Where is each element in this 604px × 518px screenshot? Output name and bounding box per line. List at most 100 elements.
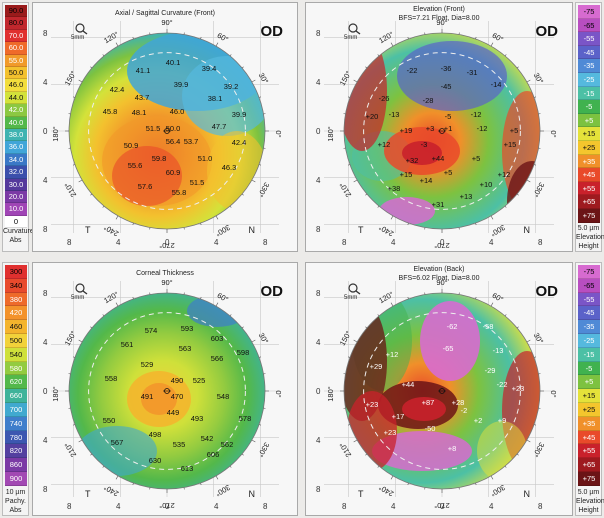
map-value-label: 39.4: [202, 64, 217, 73]
legend-unit-label: Pachy.: [5, 498, 26, 505]
map-value-label: 470: [171, 392, 184, 401]
map-value-label: 48.1: [132, 108, 147, 117]
legend-swatch: +55: [578, 444, 600, 459]
map-value-label: +23: [384, 428, 397, 437]
angle-label: 270°: [434, 501, 450, 510]
map-value-label: -62: [447, 322, 458, 331]
angle-label: 210°: [338, 181, 354, 199]
legend-swatch: -25: [578, 73, 600, 87]
legend-unit-label: 5.0 µm: [577, 225, 600, 232]
angle-label: 120°: [102, 30, 120, 46]
scale-label: 5mm: [71, 35, 85, 41]
legend-swatch: -45: [578, 306, 600, 321]
axial-curvature-map[interactable]: 8 8 4 4 0 0 4 4 8 8 90° 60° 30° 0° 330° 300° 270° 240° 210…: [32, 2, 298, 252]
legend-swatch: 460: [5, 320, 27, 334]
map-value-label: 493: [191, 414, 204, 423]
map-value-label: 613: [181, 464, 194, 473]
elevation-back-map[interactable]: 8 8 4 4 0 0 4 4 8 8 90° 60° 30° 0° 330° 300° 270° 240° 210…: [305, 262, 573, 516]
map-value-label: 529: [141, 360, 154, 369]
map-value-label: -14: [491, 80, 502, 89]
color-zone: [372, 431, 472, 471]
y-tick-label: 4: [43, 436, 48, 445]
map-value-label: 578: [239, 414, 252, 423]
legend-swatch: 500: [5, 334, 27, 348]
angle-label: 330°: [531, 441, 547, 459]
map-value-label: +1: [444, 124, 453, 133]
map-value-label: 43.7: [135, 93, 150, 102]
y-tick-label: 4: [43, 338, 48, 347]
map-value-label: 567: [111, 438, 124, 447]
legend-swatch: 40.0: [5, 116, 27, 129]
map-value-label: +5: [510, 126, 519, 135]
map-value-label: 47.7: [212, 122, 227, 131]
legend-swatch: +35: [578, 416, 600, 431]
angle-label: 210°: [63, 441, 79, 459]
x-tick-label: 0: [440, 238, 445, 247]
map-value-label: +15: [504, 140, 517, 149]
zoom-icon[interactable]: [73, 23, 91, 43]
zoom-icon[interactable]: [346, 283, 364, 303]
angle-label: 60°: [491, 291, 505, 304]
angle-label: 270°: [159, 241, 175, 250]
legend-swatch: -45: [578, 45, 600, 60]
color-zone: [397, 41, 507, 111]
angle-label: 60°: [216, 291, 230, 304]
zoom-icon[interactable]: [346, 23, 364, 43]
legend-swatch: +5: [578, 375, 600, 390]
map-value-label: +10: [480, 180, 493, 189]
angle-label: 30°: [257, 331, 270, 345]
zoom-icon[interactable]: [73, 283, 91, 303]
map-value-label: 51.5: [190, 178, 205, 187]
color-zone: [402, 397, 446, 421]
eye-label: OD: [535, 23, 559, 40]
angle-label: 180°: [51, 386, 60, 402]
y-tick-label: 8: [316, 225, 321, 234]
nasal-label: N: [523, 489, 531, 499]
y-tick-label: 0: [43, 127, 48, 136]
map-value-label: 59.8: [152, 154, 167, 163]
y-tick-label: 0: [316, 387, 321, 396]
legend-unit-label: Curvature: [3, 228, 34, 235]
angle-label: 120°: [377, 30, 395, 46]
map-value-label: 46.0: [170, 107, 185, 116]
map-value-label: -29: [485, 366, 496, 375]
map-value-label: 50.9: [124, 141, 139, 150]
map-value-label: +44: [432, 154, 445, 163]
x-tick-label: 4: [116, 238, 121, 247]
legend-swatch: +25: [578, 141, 600, 155]
angle-label: 90°: [436, 18, 447, 27]
map-value-label: +32: [406, 156, 419, 165]
scale-label: 5mm: [71, 295, 85, 301]
corneal-thickness-map[interactable]: 8 8 4 4 0 0 4 4 8 8 90° 60° 30° 0° 330° 300° 270° 240° 210…: [32, 262, 298, 516]
y-tick-label: 8: [43, 225, 48, 234]
legend-swatch: +35: [578, 154, 600, 169]
legend-swatch: 620: [5, 375, 27, 390]
legend-swatch: 700: [5, 403, 27, 417]
map-value-label: -26: [379, 94, 390, 103]
legend-swatch: -5: [578, 361, 600, 376]
map-value-label: +13: [460, 192, 473, 201]
map-value-label: 603: [211, 334, 224, 343]
legend-swatch: 42.0: [5, 104, 27, 117]
legend-unit-label: Abs: [9, 507, 22, 514]
legend-unit-label: Height: [578, 243, 599, 250]
x-tick-label: 4: [214, 502, 219, 511]
panel-title: Elevation (Back): [413, 266, 465, 273]
x-tick-label: 4: [214, 238, 219, 247]
map-value-label: +87: [422, 398, 435, 407]
legend-swatch: 300: [5, 265, 27, 279]
legend-swatch: +65: [578, 458, 600, 472]
x-tick-label: 0: [440, 502, 445, 511]
elevation-front-map[interactable]: 8 8 4 4 0 0 4 4 8 8 90° 60° 30° 0° 330° 300° 270° 240° 210…: [305, 2, 573, 252]
map-value-label: +28: [452, 398, 465, 407]
angle-label: 30°: [532, 331, 545, 345]
map-value-label: 42.4: [232, 138, 247, 147]
map-value-label: 550: [103, 416, 116, 425]
legend-swatch: 580: [5, 361, 27, 376]
legend-swatch: -75: [578, 5, 600, 19]
elevation-back-color-scale: -75 -65 -55 -45 -35 -25 -15 -5 +5 +15 +25 +35 +45 +55…: [575, 262, 604, 516]
map-value-label: -12: [471, 110, 482, 119]
map-value-label: 548: [217, 392, 230, 401]
x-tick-label: 4: [391, 238, 396, 247]
eye-label: OD: [260, 23, 284, 40]
